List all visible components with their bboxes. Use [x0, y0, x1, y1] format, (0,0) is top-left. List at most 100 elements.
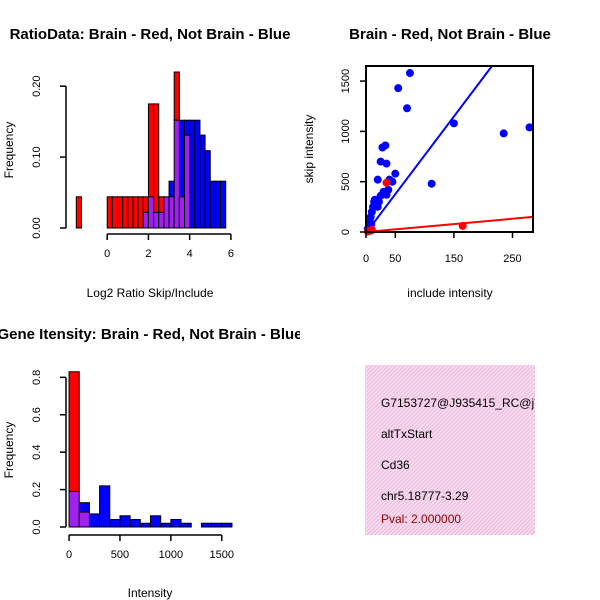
not-brain-point [499, 129, 508, 138]
info-hatch-line [490, 490, 535, 535]
not-brain-point [374, 197, 383, 206]
intensity-bar-overlap [78, 511, 90, 528]
intensity-bar-not-brain [170, 519, 182, 528]
not-brain-point [382, 159, 391, 168]
info-hatch-line [365, 365, 414, 414]
info-event-id: G7153727@J935415_RC@j7 [381, 396, 541, 410]
info-hatch-line [414, 414, 535, 535]
info-hatch-line [458, 458, 535, 535]
info-hatch-line [365, 365, 494, 494]
scatter-x-label: include intensity [407, 286, 492, 300]
ratio-bar-brain [75, 196, 82, 229]
info-pval: Pval: 2.000000 [381, 512, 461, 526]
ratio-bar-not-brain [189, 119, 196, 229]
info-hatch-line [365, 365, 422, 422]
ratio-bar-overlap [158, 211, 165, 229]
info-hatch-line [394, 394, 535, 535]
info-hatch-line [430, 430, 535, 535]
not-brain-point [382, 190, 391, 199]
info-hatch-line [365, 365, 390, 390]
info-hatch-line [406, 406, 535, 535]
ratio-bar-brain [173, 71, 180, 121]
info-hatch-line [365, 365, 486, 486]
info-hatch-line [418, 418, 535, 535]
info-hatch-line [438, 438, 535, 535]
ratio-bar-brain [106, 196, 113, 229]
ratio-bar-not-brain [199, 134, 206, 229]
ratio-bar-overlap [142, 211, 149, 229]
intensity-bar-overlap [68, 490, 80, 528]
info-hatch-line [365, 365, 534, 534]
info-hatch-line [498, 498, 535, 535]
info-hatch-line [450, 450, 535, 535]
ratio-axes: 0.00 0.10 0.20 0 2 4 6 [31, 75, 234, 260]
info-hatch-line [365, 365, 386, 386]
info-hatch-line [365, 365, 470, 470]
intensity-x-tick-label: 1500 [210, 549, 234, 561]
ratio-bar-not-brain [194, 119, 201, 229]
intensity-bar-not-brain [180, 522, 192, 528]
ratio-y-tick-label: 0.10 [31, 146, 43, 167]
intensity-bar-not-brain [109, 519, 121, 528]
info-panel: G7153727@J935415_RC@j7 altTxStart Cd36 c… [365, 365, 541, 535]
ratio-y-label: Frequency [2, 122, 16, 179]
info-hatch-line [402, 402, 535, 535]
intensity-bar-not-brain [78, 502, 90, 513]
scatter-plot-frame [365, 65, 534, 233]
not-brain-fit-line [366, 66, 493, 232]
info-hatch-line [454, 454, 535, 535]
info-hatch-line [365, 365, 374, 374]
ratio-bar-brain [122, 196, 129, 229]
intensity-y-tick-label: 0.0 [31, 519, 43, 534]
intensity-bar-not-brain [150, 515, 162, 528]
ratio-bar-overlap [147, 196, 155, 229]
ratio-bar-brain [158, 196, 165, 213]
ratio-histogram-panel: RatioData: Brain - Red, Not Brain - Blue… [2, 26, 290, 300]
info-hatch-line [365, 365, 410, 410]
ratio-bar-not-brain [209, 180, 216, 229]
not-brain-point [403, 104, 412, 113]
ratio-x-tick-label: 0 [104, 248, 110, 260]
intensity-axes: 0.0 0.2 0.4 0.6 0.8 0 500 1000 1500 [31, 370, 234, 561]
scatter-fit-lines [366, 66, 533, 232]
info-hatch-line [482, 482, 535, 535]
info-hatch-line [386, 386, 535, 535]
ratio-bar-brain [117, 196, 124, 229]
not-brain-point [373, 175, 382, 184]
intensity-bar-not-brain [221, 522, 233, 528]
intensity-bar-not-brain [99, 485, 111, 528]
intensity-y-tick-label: 0.8 [31, 370, 43, 385]
ratio-x-tick-label: 4 [187, 248, 193, 260]
info-hatch-line [366, 366, 535, 535]
ratio-bar-brain [147, 103, 155, 198]
ratio-bar-brain [142, 196, 149, 213]
intensity-bar-not-brain [200, 522, 213, 528]
info-hatch-line [365, 365, 522, 522]
ratio-bar-overlap [178, 196, 186, 229]
scatter-y-label: skip intensity [302, 115, 316, 184]
info-hatch-line [365, 365, 442, 442]
ratio-bars [75, 71, 227, 229]
intensity-y-label: Frequency [2, 422, 16, 479]
info-hatch-line [365, 365, 450, 450]
intensity-bar-not-brain [88, 513, 101, 528]
info-hatch-line [365, 365, 510, 510]
intensity-x-tick-label: 0 [66, 549, 72, 561]
info-hatch-line [365, 365, 454, 454]
scatter-points [363, 69, 534, 236]
ratio-y-tick-label: 0.20 [31, 75, 43, 96]
ratio-bar-overlap [173, 119, 180, 229]
info-hatch-line [365, 365, 518, 518]
ratio-bar-overlap [163, 196, 170, 229]
info-hatch-line [365, 365, 490, 490]
info-hatch-line [466, 466, 535, 535]
info-hatch-line [365, 365, 462, 462]
brain-point [382, 178, 391, 187]
info-hatch-line [442, 442, 535, 535]
info-hatch-line [365, 365, 474, 474]
ratio-bar-not-brain [184, 119, 191, 136]
info-hatch-line [478, 478, 535, 535]
info-hatch-line [365, 365, 478, 478]
ratio-bar-overlap [153, 211, 160, 229]
